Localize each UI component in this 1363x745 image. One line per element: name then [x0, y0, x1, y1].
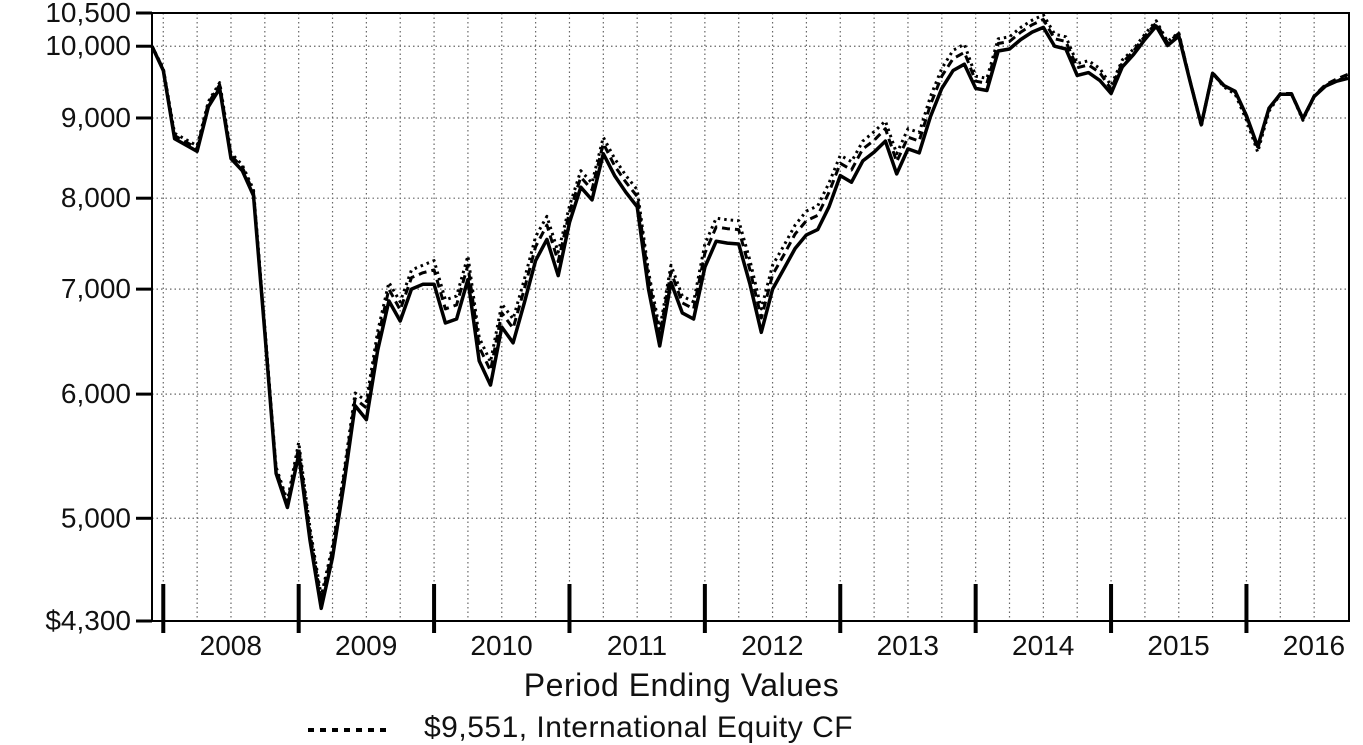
x-year-label: 2014: [1012, 630, 1074, 661]
y-tick-label: 5,000: [61, 502, 131, 533]
plot-frame: [151, 12, 1350, 622]
y-tick-label: $4,300: [45, 605, 131, 636]
legend: $9,551, International Equity CF: [308, 711, 853, 745]
y-tick-label: 10,500: [45, 0, 131, 28]
y-tick-label: 8,000: [61, 182, 131, 213]
y-tick-label: 7,000: [61, 273, 131, 304]
legend-entry-label: $9,551, International Equity CF: [424, 711, 854, 744]
series-line-solid: [150, 24, 1349, 611]
y-tick-label: 9,000: [61, 102, 131, 133]
x-year-label: 2016: [1283, 630, 1345, 661]
x-year-label: 2009: [335, 630, 397, 661]
x-year-label: 2008: [200, 630, 262, 661]
series-line-dashed: [150, 18, 1349, 603]
x-year-label: 2015: [1147, 630, 1209, 661]
x-year-label: 2013: [877, 630, 939, 661]
y-tick-label: 6,000: [61, 378, 131, 409]
x-year-label: 2011: [607, 630, 667, 661]
y-tick-label: 10,000: [45, 30, 131, 61]
legend-dotted-line-marker: [308, 728, 386, 732]
x-year-label: 2010: [470, 630, 532, 661]
x-year-label: 2012: [741, 630, 803, 661]
x-axis-title: Period Ending Values: [523, 667, 840, 703]
series-line-dotted: [150, 13, 1349, 598]
